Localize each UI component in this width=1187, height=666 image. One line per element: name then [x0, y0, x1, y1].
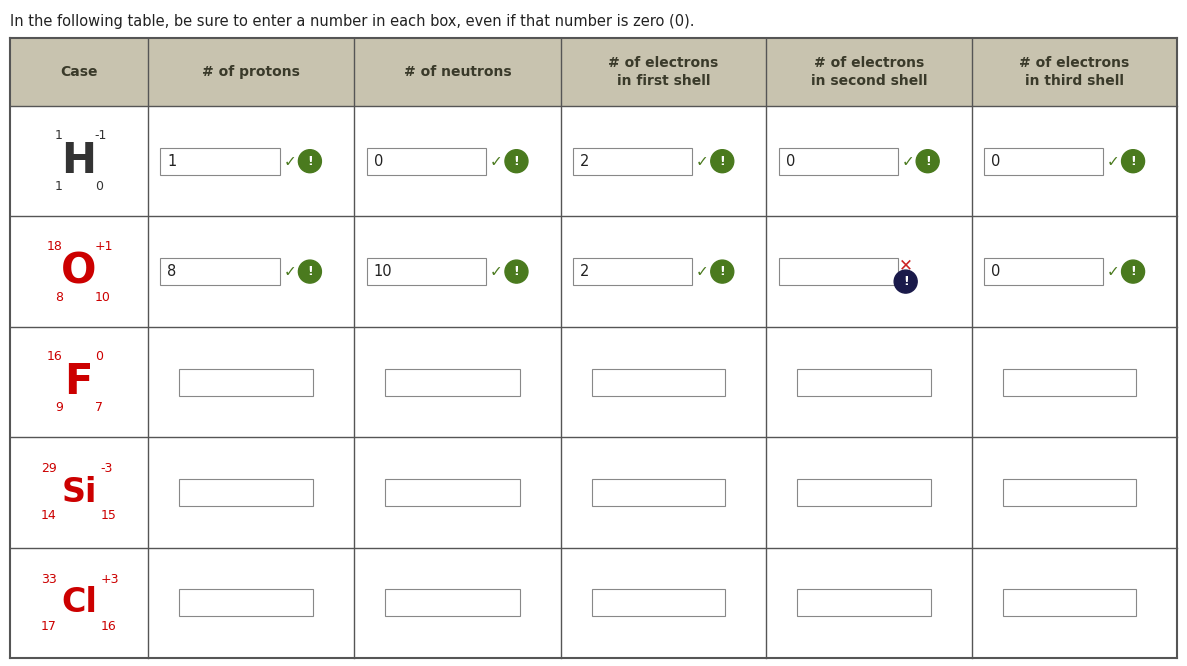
- Text: +3: +3: [101, 573, 120, 586]
- Text: ✓: ✓: [490, 264, 503, 279]
- Text: 29: 29: [42, 462, 57, 476]
- Bar: [984, 258, 1103, 285]
- Text: !: !: [514, 155, 520, 168]
- Bar: [1003, 589, 1136, 616]
- Bar: [179, 368, 313, 396]
- Text: ✓: ✓: [1106, 264, 1119, 279]
- Text: !: !: [1130, 155, 1136, 168]
- Bar: [592, 589, 725, 616]
- Bar: [779, 148, 897, 174]
- Text: ✓: ✓: [490, 154, 503, 168]
- Text: 0: 0: [95, 180, 103, 193]
- Text: 1: 1: [55, 129, 63, 143]
- Text: ✕: ✕: [899, 256, 913, 274]
- Text: F: F: [64, 361, 93, 403]
- Text: # of protons: # of protons: [202, 65, 300, 79]
- Bar: [367, 148, 487, 174]
- Bar: [386, 589, 520, 616]
- Bar: [573, 258, 692, 285]
- Text: O: O: [61, 250, 96, 292]
- Text: 16: 16: [47, 350, 63, 363]
- Circle shape: [298, 260, 322, 283]
- Bar: [179, 589, 313, 616]
- Bar: [386, 479, 520, 506]
- Text: !: !: [514, 265, 520, 278]
- Text: 9: 9: [55, 401, 63, 414]
- Text: 14: 14: [42, 509, 57, 522]
- Text: 10: 10: [374, 264, 392, 279]
- Text: !: !: [925, 155, 931, 168]
- Text: +1: +1: [95, 240, 113, 252]
- Circle shape: [916, 150, 939, 172]
- Text: !: !: [307, 155, 313, 168]
- Text: 16: 16: [101, 620, 116, 633]
- Text: Case: Case: [61, 65, 97, 79]
- Text: 0: 0: [991, 154, 1001, 168]
- Text: 0: 0: [991, 264, 1001, 279]
- Text: ✓: ✓: [1106, 154, 1119, 168]
- Bar: [798, 589, 931, 616]
- Text: 7: 7: [95, 401, 103, 414]
- Text: # of electrons
in third shell: # of electrons in third shell: [1020, 56, 1129, 88]
- Bar: [160, 258, 280, 285]
- Bar: [1003, 479, 1136, 506]
- Text: ✓: ✓: [696, 264, 709, 279]
- Circle shape: [504, 260, 528, 283]
- Bar: [9, 38, 1178, 106]
- Text: ✓: ✓: [901, 154, 914, 168]
- Bar: [592, 479, 725, 506]
- Bar: [592, 368, 725, 396]
- Text: 0: 0: [786, 154, 795, 168]
- Text: Cl: Cl: [61, 586, 97, 619]
- Text: !: !: [903, 275, 908, 288]
- Text: !: !: [719, 265, 725, 278]
- Bar: [798, 368, 931, 396]
- Text: 15: 15: [101, 509, 116, 522]
- Text: 0: 0: [374, 154, 383, 168]
- Text: -1: -1: [95, 129, 107, 143]
- Bar: [984, 148, 1103, 174]
- Text: 8: 8: [167, 264, 177, 279]
- Circle shape: [1122, 150, 1144, 172]
- Text: ✓: ✓: [284, 264, 297, 279]
- Text: ✓: ✓: [284, 154, 297, 168]
- Text: # of electrons
in second shell: # of electrons in second shell: [811, 56, 927, 88]
- Bar: [179, 479, 313, 506]
- Bar: [386, 368, 520, 396]
- Circle shape: [711, 260, 734, 283]
- Text: 1: 1: [167, 154, 177, 168]
- Text: Si: Si: [62, 476, 96, 509]
- Bar: [367, 258, 487, 285]
- Text: !: !: [1130, 265, 1136, 278]
- Bar: [779, 258, 897, 285]
- Text: -3: -3: [101, 462, 113, 476]
- Text: 2: 2: [580, 264, 590, 279]
- Circle shape: [298, 150, 322, 172]
- Text: !: !: [719, 155, 725, 168]
- Text: !: !: [307, 265, 313, 278]
- Text: ✓: ✓: [696, 154, 709, 168]
- Text: 0: 0: [95, 350, 103, 363]
- Circle shape: [711, 150, 734, 172]
- Bar: [573, 148, 692, 174]
- Circle shape: [1122, 260, 1144, 283]
- Bar: [798, 479, 931, 506]
- Circle shape: [504, 150, 528, 172]
- Text: 10: 10: [95, 290, 110, 304]
- Text: 18: 18: [47, 240, 63, 252]
- Text: In the following table, be sure to enter a number in each box, even if that numb: In the following table, be sure to enter…: [9, 14, 694, 29]
- Bar: [160, 148, 280, 174]
- Text: H: H: [62, 141, 96, 182]
- Text: 17: 17: [42, 620, 57, 633]
- Text: 1: 1: [55, 180, 63, 193]
- Text: 33: 33: [42, 573, 57, 586]
- Circle shape: [894, 270, 918, 293]
- Text: # of neutrons: # of neutrons: [404, 65, 512, 79]
- Text: 8: 8: [55, 290, 63, 304]
- Text: # of electrons
in first shell: # of electrons in first shell: [609, 56, 718, 88]
- Text: 2: 2: [580, 154, 590, 168]
- Bar: [1003, 368, 1136, 396]
